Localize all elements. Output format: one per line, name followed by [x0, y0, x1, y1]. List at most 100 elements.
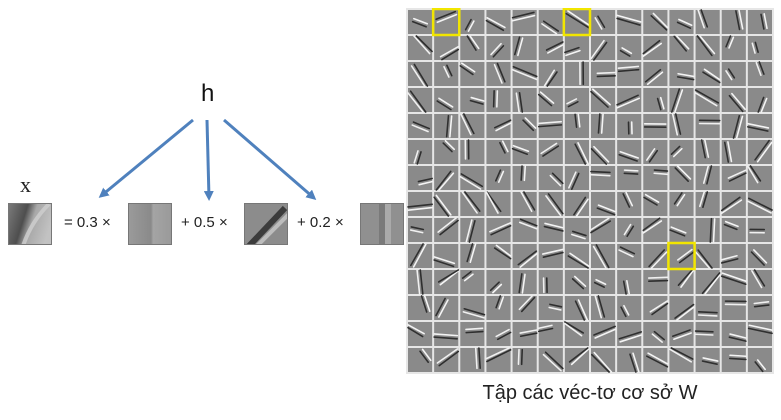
basis-tile [433, 322, 459, 346]
basis-tile [747, 114, 772, 138]
basis-tile [669, 35, 694, 60]
basis-tile [460, 243, 485, 268]
basis-tile [434, 296, 459, 320]
basis-tile [747, 61, 772, 86]
basis-tile [407, 192, 433, 216]
basis-tile [538, 244, 564, 268]
basis-tile [721, 9, 746, 34]
basis-tile [617, 322, 643, 346]
basis-tile [695, 348, 720, 372]
basis-tile [617, 140, 642, 164]
basis-tile [408, 114, 433, 138]
basis-tile [669, 113, 694, 138]
basis-tile [460, 10, 485, 34]
basis-tile [617, 244, 642, 268]
code-label-h: h [201, 80, 215, 107]
basis-tile [617, 36, 642, 60]
basis-tile [434, 139, 459, 164]
basis-tile [433, 244, 459, 268]
basis-tile [460, 322, 485, 346]
basis-tile [486, 62, 511, 86]
basis-tile [408, 269, 433, 295]
basis-tile [538, 62, 563, 87]
basis-tile [538, 270, 563, 294]
basis-tile [591, 322, 616, 346]
basis-tile [617, 348, 642, 373]
basis-tile [407, 322, 433, 346]
basis-tile [408, 243, 433, 268]
basis-tile [538, 218, 564, 242]
basis-tile [408, 35, 433, 60]
basis-tile [564, 10, 590, 34]
basis-tile [408, 10, 433, 34]
basis-tile [591, 295, 616, 320]
basis-patch-3 [360, 203, 404, 245]
basis-tile [643, 348, 669, 372]
basis-tile [591, 348, 616, 373]
basis-tile [747, 218, 772, 242]
basis-tile [564, 61, 589, 86]
basis-tile [720, 270, 747, 294]
basis-tile [721, 62, 746, 86]
basis-tile [721, 218, 746, 242]
basis-tile [460, 191, 485, 216]
basis-tile [591, 270, 616, 294]
basis-tile [460, 88, 485, 112]
basis-tile [459, 62, 485, 86]
basis-tile [512, 165, 537, 190]
basis-tile [538, 348, 564, 372]
basis-tile [486, 114, 512, 138]
basis-tile [643, 296, 669, 320]
basis-tile [511, 62, 538, 86]
basis-tile [669, 88, 694, 113]
basis-tile [564, 347, 590, 372]
basis-tile [695, 296, 720, 320]
basis-grid-svg [407, 8, 773, 373]
basis-tile [669, 165, 694, 190]
basis-tile [695, 35, 720, 60]
basis-tile [695, 62, 721, 86]
basis-tile [564, 36, 589, 60]
basis-tile [591, 10, 616, 34]
basis-tile [591, 113, 616, 138]
basis-tile [434, 36, 460, 61]
basis-tile [591, 62, 616, 86]
basis-tile [537, 322, 563, 346]
basis-tile [511, 140, 537, 164]
basis-tile [747, 348, 772, 373]
basis-tile [512, 322, 538, 346]
basis-tile [538, 140, 563, 164]
basis-tile [721, 296, 747, 320]
basis-tile [407, 88, 433, 113]
basis-tile [408, 218, 433, 242]
basis-tile [511, 10, 537, 34]
basis-tile [642, 217, 668, 242]
basis-tile [747, 139, 773, 164]
basis-tile [538, 192, 564, 217]
basis-tile [747, 244, 772, 268]
highlighted-basis-tile [562, 8, 592, 37]
basis-tile [747, 322, 773, 346]
basis-tile [408, 166, 433, 190]
basis-patch-2 [244, 203, 288, 245]
basis-tile [695, 139, 720, 164]
basis-tile [564, 88, 589, 112]
basis-tile [564, 192, 589, 217]
basis-tile [591, 244, 616, 269]
basis-tile [721, 140, 746, 164]
basis-tile [485, 347, 512, 372]
arrow-to-basis-1 [98, 118, 194, 198]
basis-tile [564, 296, 589, 321]
basis-tile [669, 244, 695, 268]
basis-tile [459, 166, 485, 190]
basis-tile [617, 114, 642, 138]
arrow-to-basis-2 [203, 119, 214, 201]
basis-patch-1 [128, 203, 172, 245]
basis-tile [460, 113, 485, 138]
basis-tile [590, 166, 616, 190]
basis-tile [721, 88, 746, 113]
basis-tile [617, 218, 642, 242]
basis-tile [537, 114, 563, 138]
equation-term-1: = 0.3 × [64, 214, 111, 231]
